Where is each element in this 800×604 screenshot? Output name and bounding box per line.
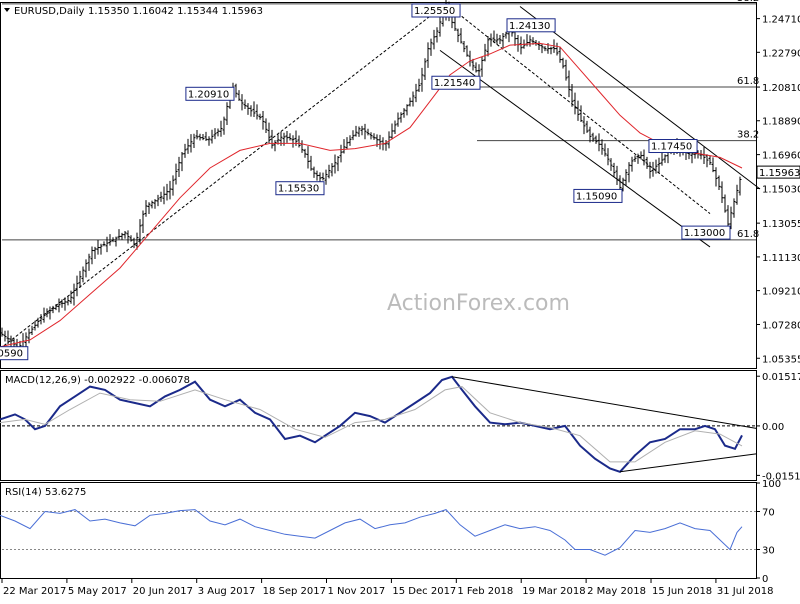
rsi-line (0, 509, 743, 556)
annotation-label: 1.24130 (509, 21, 550, 32)
x-tick-label: 3 Aug 2017 (198, 586, 256, 597)
annotation-box (573, 188, 623, 203)
price-y-tick-label: 1.22790 (762, 48, 800, 59)
price-pane-frame (0, 2, 757, 369)
x-tick-label: 31 Jul 2018 (717, 586, 774, 597)
macd-line (0, 375, 743, 473)
price-y-tick-label: 1.15030 (762, 184, 800, 195)
annotation-box (431, 75, 481, 90)
dropdown-triangle-icon (4, 8, 10, 12)
x-tick-label: 18 Sep 2017 (263, 586, 326, 597)
x-tick-label: 22 Mar 2017 (3, 586, 66, 597)
macd-y-tick-label: -0.01510 (762, 471, 800, 482)
chart-ohlc: 1.15350 1.16042 1.15344 1.15963 (88, 6, 263, 17)
macd-trendline (619, 453, 758, 473)
x-tick-label: 2 May 2018 (587, 586, 646, 597)
last-price-box (756, 165, 800, 179)
price-y-tick-label: 1.11130 (762, 253, 800, 264)
price-y-tick-label: 1.24710 (762, 15, 800, 26)
annotation-box (411, 3, 461, 18)
fib-level-label: 61.8 (737, 229, 759, 240)
rsi-y-tick-label: 30 (762, 546, 775, 557)
rsi-pane-frame (0, 482, 757, 579)
x-tick-label: 15 Dec 2017 (392, 586, 456, 597)
x-tick-label: 5 May 2017 (68, 586, 127, 597)
x-tick-label: 1 Feb 2018 (457, 586, 513, 597)
price-trendline (0, 3, 447, 350)
last-price-label: 1.15963 (759, 168, 800, 179)
rsi-title: RSI(14) 53.6275 (5, 487, 86, 498)
price-trendline (439, 49, 711, 248)
fib-level-label: 38.2 (737, 130, 759, 141)
annotation-label: 1.21540 (434, 78, 475, 89)
price-annotations: 1.25550 1.24130 1.21540 1.20910 1.15530 1.150… (0, 3, 731, 361)
macd-trendline (451, 376, 758, 430)
price-y-tick-label: 1.09210 (762, 287, 800, 298)
macd-signal-line (0, 386, 743, 463)
annotation-box (681, 225, 731, 240)
rsi-y-tick-label: 70 (762, 508, 775, 519)
macd-lines (0, 375, 758, 473)
annotation-box (275, 181, 325, 196)
price-y-tick-label: 1.13055 (762, 219, 800, 230)
price-y-tick-label: 1.20810 (762, 83, 800, 94)
annotation-label: 1.20910 (188, 89, 229, 100)
x-tick-label: 1 Nov 2017 (328, 586, 386, 597)
price-bars (0, 0, 742, 356)
annotation-label: 1.15090 (576, 191, 617, 202)
annotation-box (0, 346, 29, 361)
x-tick-label: 19 Mar 2018 (522, 586, 585, 597)
annotation-label: 1.15530 (278, 184, 319, 195)
macd-y-tick-label: 0.01517 (762, 372, 800, 383)
x-tick-label: 20 Jun 2017 (133, 586, 193, 597)
rsi-lines (0, 509, 756, 556)
x-tick-label: 15 Jun 2018 (652, 586, 712, 597)
fib-level-label: 38.2 (737, 0, 759, 4)
annotation-label: 1.0590 (0, 349, 23, 360)
annotation-label: 1.13000 (684, 228, 725, 239)
rsi-y-tick-label: 100 (762, 479, 781, 490)
annotation-box (185, 86, 235, 101)
moving-average-line (0, 42, 743, 348)
fib-level-label: 61.8 (737, 76, 759, 87)
x-axis-ticks: 22 Mar 2017 5 May 2017 20 Jun 2017 3 Aug 20… (1, 579, 774, 597)
price-y-tick-label: 1.07280 (762, 320, 800, 331)
moving-average (0, 42, 743, 348)
price-y-tick-label: 1.18890 (762, 117, 800, 128)
price-y-tick-label: 1.05355 (762, 354, 800, 365)
macd-y-tick-label: 0.00 (762, 422, 784, 433)
chart-symbol: EURUSD,Daily (14, 6, 85, 17)
annotation-box (648, 139, 698, 154)
rsi-y-tick-label: 0 (762, 574, 768, 585)
y-axis-ticks: 1.24710 1.22790 1.20810 1.18890 1.16960 1.159… (756, 15, 800, 585)
price-y-tick-label: 1.16960 (762, 151, 800, 162)
watermark-text: ActionForex.com (387, 291, 570, 316)
annotation-label: 1.25550 (414, 6, 455, 17)
price-trendline (519, 6, 761, 190)
annotation-label: 1.17450 (651, 142, 692, 153)
annotation-box (506, 18, 556, 33)
macd-title: MACD(12,26,9) -0.002922 -0.006078 (5, 375, 190, 386)
